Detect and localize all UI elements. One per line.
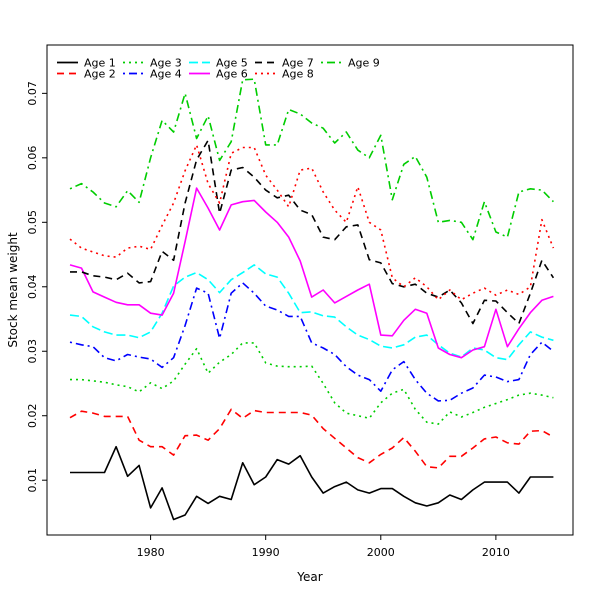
legend-label-age-3: Age 3 xyxy=(150,57,182,70)
series-line-age-1 xyxy=(70,445,554,521)
series-line-age-6 xyxy=(69,187,554,359)
legend-label-age-9: Age 9 xyxy=(348,57,380,70)
y-tick-label: 0.04 xyxy=(26,275,39,300)
x-tick-label: 2010 xyxy=(482,546,510,559)
legend-entry-age-7: Age 7 xyxy=(255,57,314,70)
series-line-age-4 xyxy=(69,282,554,402)
legend-label-age-5: Age 5 xyxy=(216,57,248,70)
legend-entry-age-5: Age 5 xyxy=(189,57,248,70)
legend-entry-age-4: Age 4 xyxy=(123,68,182,81)
series-line-age-8 xyxy=(69,144,555,301)
legend-label-age-8: Age 8 xyxy=(282,68,314,81)
plot-border xyxy=(46,44,574,536)
series-line-age-3 xyxy=(70,342,554,425)
legend-label-age-2: Age 2 xyxy=(84,68,116,81)
series-layer xyxy=(69,78,555,521)
series-line-age-5 xyxy=(69,264,554,361)
y-tick-label: 0.05 xyxy=(26,210,39,235)
axes-layer: 1980 1990 2000 2010 0.01 0.02 0.03 0.04 0.05 0.06… xyxy=(26,81,510,559)
legend-entry-age-8: Age 8 xyxy=(255,68,314,81)
x-tick-label: 1990 xyxy=(252,546,280,559)
x-tick-label: 2000 xyxy=(367,546,395,559)
legend-entry-age-6: Age 6 xyxy=(189,68,248,81)
legend-label-age-1: Age 1 xyxy=(84,57,116,70)
legend-label-age-6: Age 6 xyxy=(216,68,248,81)
x-axis-title: Year xyxy=(296,570,322,584)
legend-entry-age-1: Age 1 xyxy=(57,57,116,70)
series-line-age-9 xyxy=(69,78,554,241)
legend-entry-age-9: Age 9 xyxy=(321,57,380,70)
legend-label-age-4: Age 4 xyxy=(150,68,182,81)
legend-label-age-7: Age 7 xyxy=(282,57,314,70)
x-tick-label: 1980 xyxy=(137,546,165,559)
legend-entry-age-2: Age 2 xyxy=(57,68,116,81)
y-tick-label: 0.07 xyxy=(26,81,39,106)
y-tick-label: 0.02 xyxy=(26,403,39,428)
y-tick-label: 0.03 xyxy=(26,339,39,364)
legend-entry-age-3: Age 3 xyxy=(123,57,182,70)
series-line-age-7 xyxy=(70,139,555,325)
y-tick-label: 0.01 xyxy=(26,468,39,493)
series-line-age-2 xyxy=(69,408,554,469)
y-tick-label: 0.06 xyxy=(26,146,39,171)
y-axis-title: Stock mean weight xyxy=(6,232,20,348)
